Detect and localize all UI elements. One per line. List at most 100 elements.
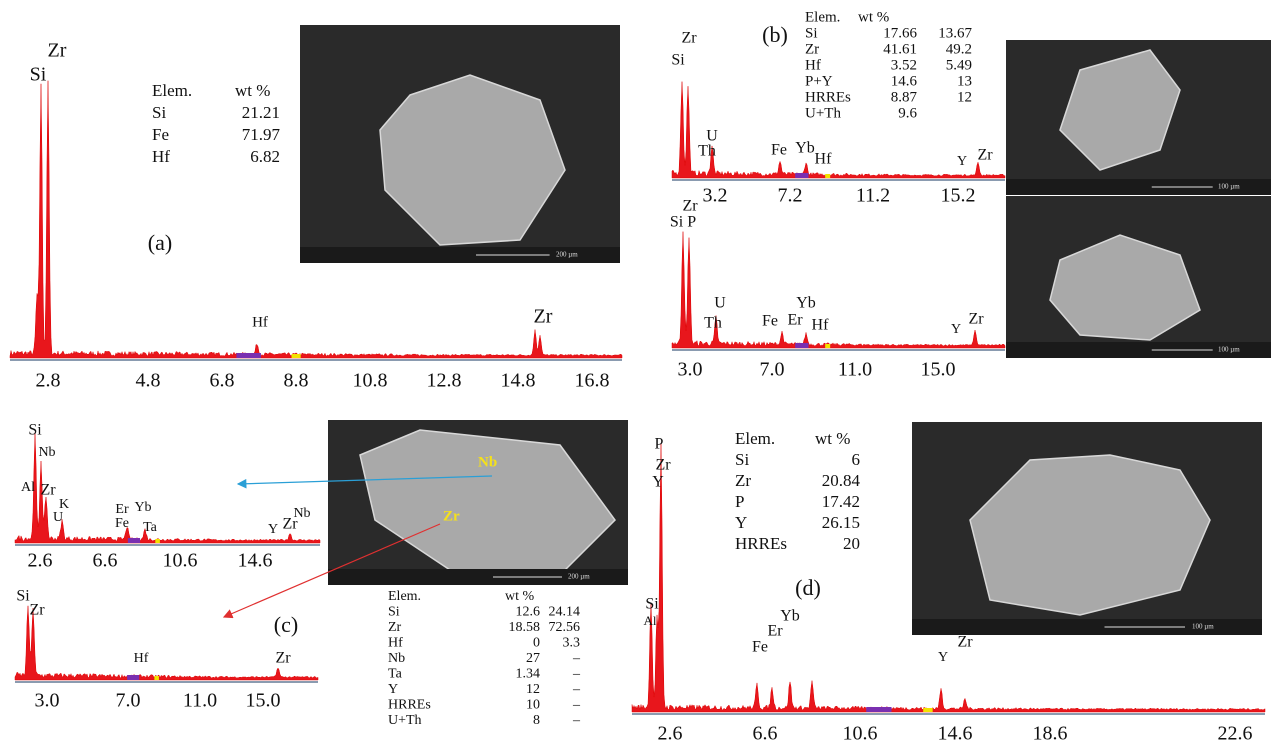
table-cell: 72.56 — [549, 620, 581, 635]
table-cell: Zr — [388, 620, 402, 635]
peak-label: Si — [30, 64, 47, 86]
table-cell: 41.61 — [883, 41, 917, 57]
peak-label: Yb — [795, 140, 815, 157]
peak-label: Y — [938, 650, 948, 665]
table-header: Elem. — [152, 81, 192, 100]
x-tick-label: 15.0 — [921, 359, 956, 381]
scale-label: 200 µm — [556, 251, 578, 259]
x-tick-label: 3.2 — [703, 185, 728, 207]
table-cell: Y — [388, 682, 398, 697]
region-marker — [127, 675, 139, 680]
peak-label: Si — [645, 596, 659, 613]
region-marker — [825, 344, 830, 348]
x-tick-label: 14.6 — [238, 550, 273, 572]
table-cell: – — [572, 682, 581, 697]
table-cell: 6 — [852, 450, 861, 469]
table-cell: Si — [388, 605, 400, 620]
table-cell: 1.34 — [516, 667, 541, 682]
table-cell: Si — [805, 25, 818, 41]
peak-label: Nb — [293, 506, 310, 521]
table-cell: 27 — [526, 651, 540, 666]
scale-label: 100 µm — [1218, 183, 1240, 191]
x-tick-label: 12.8 — [427, 370, 462, 392]
x-tick-label: 7.0 — [760, 359, 785, 381]
table-cell: U+Th — [388, 713, 422, 728]
x-tick-label: 4.8 — [136, 370, 161, 392]
table-cell: 13.67 — [938, 25, 972, 41]
x-tick-label: 11.0 — [838, 359, 872, 381]
peak-label: Y — [951, 322, 961, 337]
peak-label: Fe — [752, 639, 768, 656]
region-marker — [292, 354, 301, 358]
peak-label: Zr — [655, 457, 671, 474]
table-cell: Si — [735, 450, 749, 469]
peak-label: U — [53, 510, 63, 525]
peak-label: Al — [21, 480, 35, 495]
peak-label: Nb — [38, 445, 55, 460]
x-tick-label: 8.8 — [284, 370, 309, 392]
table-cell: Hf — [152, 147, 170, 166]
table-cell: P+Y — [805, 73, 833, 89]
peak-label: P — [655, 436, 664, 453]
peak-label: Zr — [534, 306, 553, 328]
table-cell: 12.6 — [516, 605, 541, 620]
peak-label: Zr — [957, 634, 973, 651]
peak-label: Si — [671, 52, 685, 69]
x-tick-label: 18.6 — [1033, 723, 1068, 745]
peak-label: Y — [652, 474, 664, 491]
x-tick-label: 15.0 — [246, 690, 281, 712]
table-cell: HRREs — [805, 89, 851, 105]
peak-label: Zr — [682, 198, 698, 215]
peak-label: Zr — [48, 40, 67, 62]
table-cell: 9.6 — [898, 105, 917, 121]
scale-label: 100 µm — [1192, 623, 1214, 631]
table-cell: – — [572, 713, 581, 728]
table-cell: Fe — [152, 125, 169, 144]
x-tick-label: 7.2 — [778, 185, 803, 207]
table-cell: 49.2 — [946, 41, 972, 57]
table-cell: – — [572, 667, 581, 682]
table-cell: 26.15 — [822, 513, 860, 532]
table-cell: Hf — [388, 636, 403, 651]
scale-label: 200 µm — [568, 573, 590, 581]
table-cell: 3.52 — [891, 57, 917, 73]
peak-label: Y — [957, 154, 967, 169]
x-tick-label: 6.8 — [210, 370, 235, 392]
table-cell: 0 — [533, 636, 540, 651]
peak-label: Zr — [977, 147, 993, 164]
x-tick-label: 3.0 — [678, 359, 703, 381]
table-cell: 17.66 — [883, 25, 917, 41]
x-tick-label: 7.0 — [116, 690, 141, 712]
region-marker — [923, 708, 932, 712]
peak-label: Zr — [681, 30, 697, 47]
peak-label: Si P — [670, 214, 696, 231]
region-marker — [154, 676, 159, 680]
peak-label: Ta — [143, 520, 158, 535]
table-cell: Zr — [735, 471, 751, 490]
table-header: Elem. — [805, 9, 840, 25]
x-tick-label: 16.8 — [575, 370, 610, 392]
table-cell: 12 — [957, 89, 972, 105]
table-cell: U+Th — [805, 105, 841, 121]
table-header: wt % — [815, 429, 850, 448]
peak-label: Fe — [771, 142, 787, 159]
x-tick-label: 14.8 — [501, 370, 536, 392]
x-tick-label: 14.6 — [938, 723, 973, 745]
region-marker — [825, 174, 830, 178]
peak-label: U — [714, 295, 726, 312]
scale-label: 100 µm — [1218, 346, 1240, 354]
table-header: wt % — [858, 9, 889, 25]
panel-label: (a) — [148, 230, 172, 255]
panel-label: (b) — [762, 22, 788, 47]
peak-label: Er — [767, 623, 783, 640]
region-marker — [795, 173, 808, 178]
x-tick-label: 10.6 — [163, 550, 198, 572]
table-cell: 21.21 — [242, 103, 280, 122]
peak-label: Zr — [40, 482, 56, 499]
peak-label: Hf — [134, 651, 149, 666]
table-cell: Nb — [388, 651, 405, 666]
region-marker — [128, 538, 140, 543]
table-cell: – — [572, 698, 581, 713]
peak-label: Zr — [275, 650, 291, 667]
region-marker — [866, 707, 891, 712]
